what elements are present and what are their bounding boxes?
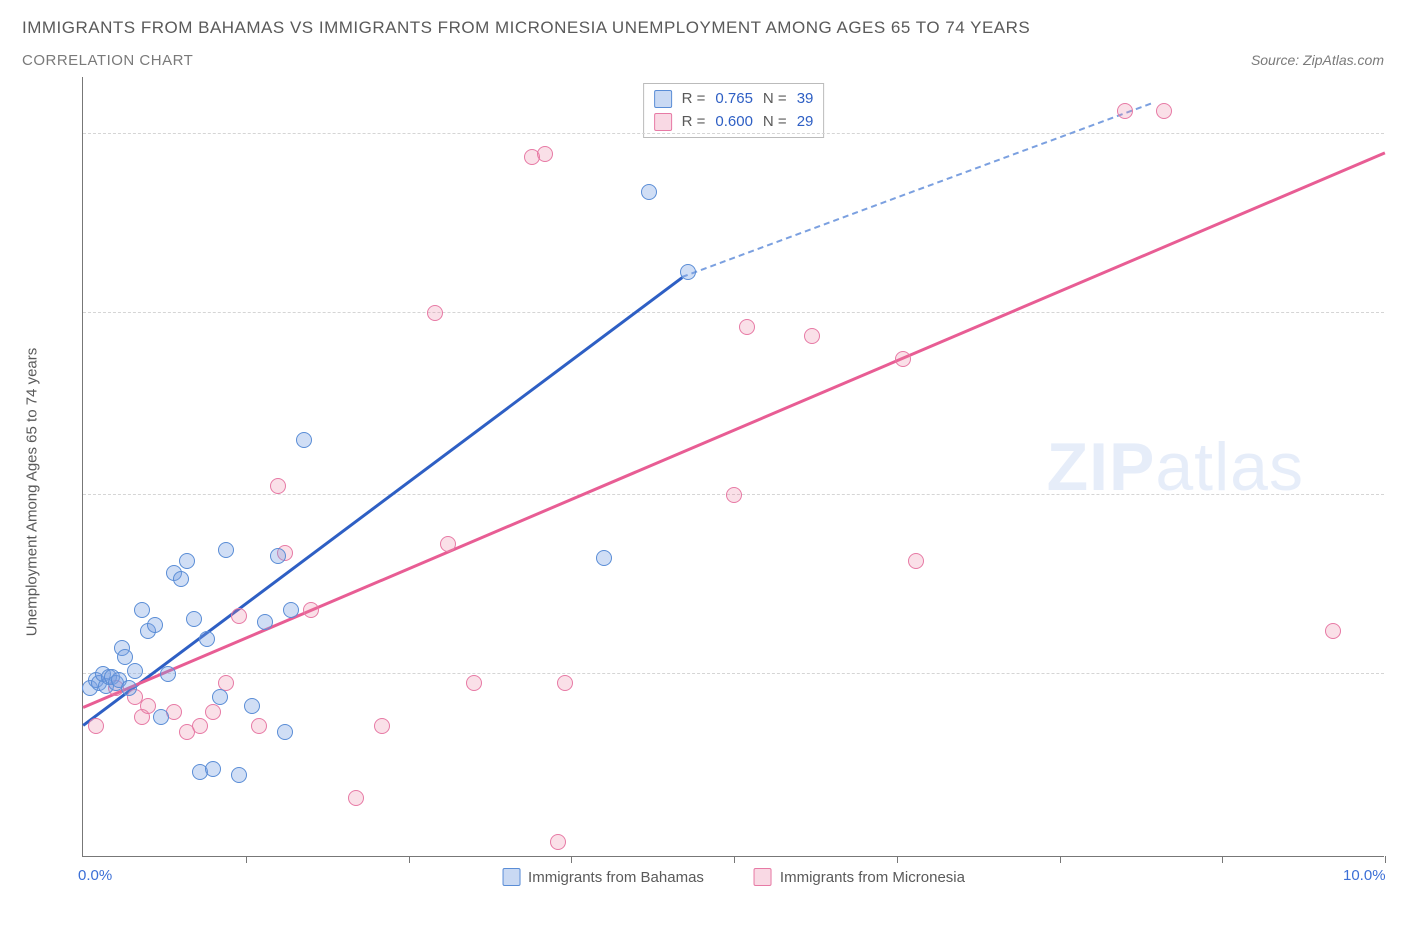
legend-item-micronesia: Immigrants from Micronesia: [754, 868, 965, 886]
data-point: [173, 571, 189, 587]
data-point: [466, 675, 482, 691]
data-point: [147, 617, 163, 633]
x-tick: [1060, 856, 1061, 863]
data-point: [205, 761, 221, 777]
data-point: [270, 548, 286, 564]
data-point: [121, 680, 137, 696]
correlation-legend: R =0.765 N =39 R =0.600 N =29: [643, 83, 825, 138]
data-point: [192, 718, 208, 734]
data-point: [296, 432, 312, 448]
data-point: [1117, 103, 1133, 119]
y-tick-label: 18.8%: [1389, 304, 1406, 321]
y-tick-label: 25.0%: [1389, 125, 1406, 142]
data-point: [88, 718, 104, 734]
data-point: [140, 698, 156, 714]
data-point: [739, 319, 755, 335]
data-point: [303, 602, 319, 618]
data-point: [283, 602, 299, 618]
data-point: [199, 631, 215, 647]
data-point: [212, 689, 228, 705]
trend-line: [83, 152, 1386, 709]
data-point: [244, 698, 260, 714]
series-legend: Immigrants from Bahamas Immigrants from …: [502, 868, 965, 886]
y-axis-label: Unemployment Among Ages 65 to 74 years: [24, 348, 41, 637]
data-point: [895, 351, 911, 367]
data-point: [804, 328, 820, 344]
data-point: [231, 767, 247, 783]
legend-row-bahamas: R =0.765 N =39: [654, 88, 814, 111]
x-tick: [1222, 856, 1223, 863]
chart-title: IMMIGRANTS FROM BAHAMAS VS IMMIGRANTS FR…: [22, 18, 1384, 38]
data-point: [348, 790, 364, 806]
x-tick: [1385, 856, 1386, 863]
data-point: [550, 834, 566, 850]
gridline: [83, 133, 1384, 134]
data-point: [1325, 623, 1341, 639]
swatch-pink-icon: [754, 868, 772, 886]
x-tick: [897, 856, 898, 863]
data-point: [134, 602, 150, 618]
swatch-blue-icon: [654, 90, 672, 108]
data-point: [277, 724, 293, 740]
swatch-blue-icon: [502, 868, 520, 886]
plot-area: ZIPatlas R =0.765 N =39 R =0.600 N =29 I…: [82, 77, 1384, 857]
data-point: [117, 649, 133, 665]
data-point: [1156, 103, 1172, 119]
x-axis-label: 0.0%: [78, 867, 112, 884]
data-point: [231, 608, 247, 624]
data-point: [427, 305, 443, 321]
legend-item-bahamas: Immigrants from Bahamas: [502, 868, 704, 886]
legend-row-micronesia: R =0.600 N =29: [654, 111, 814, 134]
y-tick-label: 6.3%: [1389, 666, 1406, 683]
gridline: [83, 673, 1384, 674]
source-label: Source: ZipAtlas.com: [1251, 52, 1384, 68]
x-axis-label: 10.0%: [1343, 867, 1386, 884]
data-point: [218, 542, 234, 558]
data-point: [186, 611, 202, 627]
x-tick: [409, 856, 410, 863]
data-point: [557, 675, 573, 691]
data-point: [680, 264, 696, 280]
swatch-pink-icon: [654, 113, 672, 131]
data-point: [726, 487, 742, 503]
data-point: [537, 146, 553, 162]
x-tick: [734, 856, 735, 863]
data-point: [596, 550, 612, 566]
data-point: [153, 709, 169, 725]
y-tick-label: 12.5%: [1389, 486, 1406, 503]
data-point: [641, 184, 657, 200]
gridline: [83, 312, 1384, 313]
data-point: [179, 553, 195, 569]
data-point: [251, 718, 267, 734]
chart-subtitle: CORRELATION CHART: [22, 52, 193, 69]
data-point: [908, 553, 924, 569]
x-tick: [571, 856, 572, 863]
data-point: [374, 718, 390, 734]
subtitle-row: CORRELATION CHART Source: ZipAtlas.com: [22, 52, 1384, 69]
data-point: [270, 478, 286, 494]
data-point: [205, 704, 221, 720]
x-tick: [246, 856, 247, 863]
data-point: [160, 666, 176, 682]
data-point: [257, 614, 273, 630]
trend-line: [82, 276, 682, 726]
data-point: [440, 536, 456, 552]
data-point: [127, 663, 143, 679]
chart-container: Unemployment Among Ages 65 to 74 years Z…: [22, 77, 1384, 907]
